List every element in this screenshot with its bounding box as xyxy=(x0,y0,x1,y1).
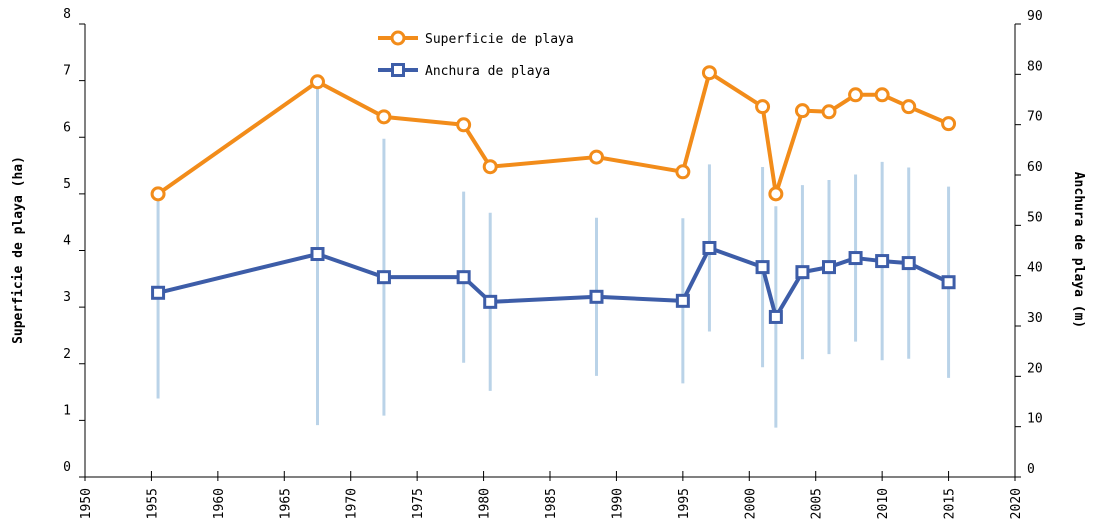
y-tick-label: 1 xyxy=(63,403,71,418)
marker xyxy=(675,164,691,180)
x-tick-label: 1950 xyxy=(79,488,94,519)
marker xyxy=(768,186,784,202)
marker xyxy=(941,275,956,290)
y2-tick-label: 20 xyxy=(1027,361,1043,376)
marker xyxy=(702,240,717,255)
marker xyxy=(874,87,890,103)
x-tick-label: 2005 xyxy=(810,488,825,519)
marker xyxy=(941,116,957,132)
marker xyxy=(822,260,836,275)
y2-tick-label: 60 xyxy=(1027,160,1043,175)
series-line xyxy=(157,245,950,319)
x-tick-label: 1960 xyxy=(212,488,227,519)
legend-marker xyxy=(391,63,405,77)
marker xyxy=(675,293,690,308)
series-line xyxy=(156,70,950,196)
x-tick-label: 2000 xyxy=(743,488,758,519)
y-tick-label: 7 xyxy=(63,64,71,79)
marker xyxy=(376,109,392,125)
y-tick-label: 4 xyxy=(63,234,71,249)
y2-tick-label: 70 xyxy=(1027,110,1043,125)
y-tick-label: 2 xyxy=(63,347,71,362)
marker xyxy=(795,265,810,280)
y2-tick-label: 50 xyxy=(1027,210,1043,225)
marker xyxy=(901,256,916,271)
x-tick-label: 2010 xyxy=(876,488,891,519)
marker xyxy=(456,270,471,285)
y2-tick-label: 90 xyxy=(1027,9,1043,24)
marker xyxy=(794,103,810,119)
x-tick-label: 1955 xyxy=(145,488,160,519)
y2-tick-label: 80 xyxy=(1027,59,1043,74)
y2-axis-label: Anchura de playa (m) xyxy=(1071,172,1086,329)
legend-label: Anchura de playa xyxy=(425,64,550,79)
marker xyxy=(456,117,472,133)
y2-tick-label: 10 xyxy=(1027,412,1043,427)
y-axis-label: Superficie de playa (ha) xyxy=(11,156,26,344)
x-tick-label: 1980 xyxy=(478,488,493,519)
marker xyxy=(768,309,783,324)
marker xyxy=(482,159,498,175)
marker xyxy=(150,186,166,202)
marker xyxy=(701,65,717,81)
marker xyxy=(875,254,890,269)
x-tick-label: 1975 xyxy=(411,488,426,519)
x-tick-label: 2020 xyxy=(1009,488,1024,519)
x-tick-label: 1995 xyxy=(677,488,692,519)
marker xyxy=(376,270,391,285)
x-tick-label: 1970 xyxy=(345,488,360,519)
x-tick-label: 1990 xyxy=(610,488,625,519)
y-tick-label: 6 xyxy=(63,120,71,135)
marker xyxy=(589,149,604,165)
y-tick-label: 3 xyxy=(63,290,71,305)
x-tick-label: 1965 xyxy=(278,488,293,519)
marker xyxy=(755,99,771,115)
marker xyxy=(821,104,837,120)
marker xyxy=(589,289,604,304)
y2-tick-label: 30 xyxy=(1027,311,1043,326)
y-tick-label: 0 xyxy=(63,460,71,475)
marker xyxy=(310,74,325,90)
x-tick-label: 2015 xyxy=(943,488,958,519)
marker xyxy=(310,247,325,262)
marker xyxy=(848,251,863,266)
marker xyxy=(848,87,864,103)
x-tick-label: 1985 xyxy=(544,488,559,519)
marker xyxy=(151,285,166,300)
y2-tick-label: 40 xyxy=(1027,261,1043,276)
y-tick-label: 8 xyxy=(63,7,71,22)
marker xyxy=(483,294,498,309)
marker xyxy=(755,260,770,275)
y-tick-label: 5 xyxy=(63,177,71,192)
y2-tick-label: 0 xyxy=(1027,462,1035,477)
marker xyxy=(901,99,917,115)
legend-label: Superficie de playa xyxy=(425,32,574,47)
legend-marker xyxy=(390,30,406,46)
